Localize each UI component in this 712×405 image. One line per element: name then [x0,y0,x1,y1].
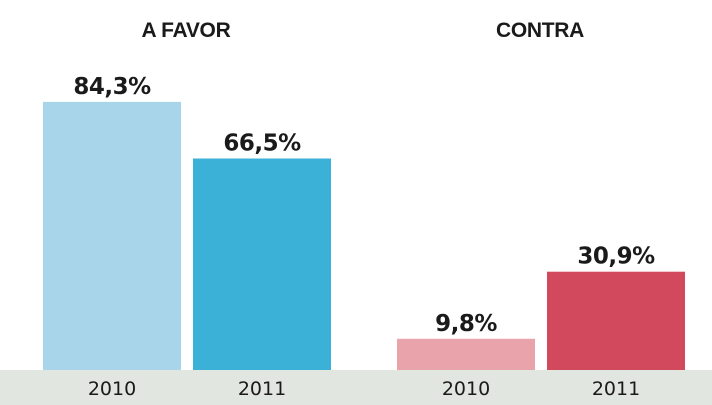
x-axis-band [0,370,712,405]
bar-contra-2010 [397,338,535,370]
bar-a-favor-2010 [43,101,181,371]
tick-label-a-favor-2010: 2010 [88,378,136,400]
tick-label-contra-2010: 2010 [442,378,490,400]
tick-label-a-favor-2011: 2011 [238,378,286,400]
panel-title-a-favor: A FAVOR [142,19,231,42]
value-label-a-favor-2011: 66,5% [223,131,301,157]
value-label-contra-2011: 30,9% [577,244,655,270]
bars-layer: 84,3% 2010 66,5% 2011 9,8% 2010 30,9% 2011 [43,74,685,400]
panel-title-contra: CONTRA [496,19,584,42]
bar-a-favor-2011 [193,158,331,370]
value-label-a-favor-2010: 84,3% [73,74,151,100]
value-label-contra-2010: 9,8% [435,311,497,337]
tick-label-contra-2011: 2011 [592,378,640,400]
bar-contra-2011 [547,271,685,370]
